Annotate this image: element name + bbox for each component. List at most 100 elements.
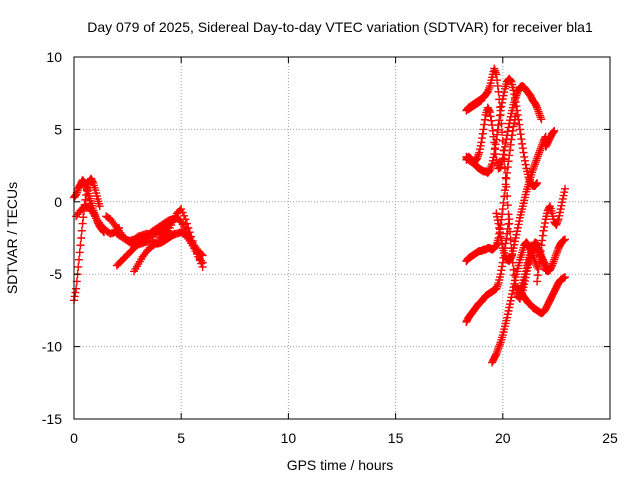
data-point (533, 262, 542, 271)
data-point (178, 208, 187, 217)
data-point (81, 195, 90, 204)
data-point (505, 119, 514, 128)
data-point (520, 156, 529, 165)
data-point (477, 138, 486, 147)
series-arc9 (462, 215, 514, 326)
y-tick-label: 0 (54, 194, 62, 210)
data-point (493, 216, 502, 225)
data-point (535, 146, 544, 155)
data-point (77, 234, 86, 242)
data-point (533, 239, 542, 248)
data-point (88, 177, 97, 186)
data-point (492, 349, 501, 358)
data-point (507, 293, 516, 302)
data-point (510, 94, 519, 103)
data-point (510, 276, 519, 285)
data-point (532, 156, 541, 165)
data-point (493, 347, 502, 356)
data-point (509, 244, 518, 253)
data-point (498, 154, 507, 163)
data-point (493, 130, 502, 139)
x-tick-labels: 0 5 10 15 20 25 (70, 430, 618, 446)
y-axis-label: SDTVAR / TECUs (4, 182, 20, 294)
data-point (496, 232, 505, 241)
data-point (530, 160, 539, 169)
data-point (537, 241, 546, 250)
data-point (527, 246, 536, 255)
data-point (492, 284, 501, 293)
data-point (535, 111, 544, 120)
data-point (478, 134, 487, 143)
data-point (197, 256, 206, 265)
data-point (513, 223, 522, 232)
data-point (487, 116, 496, 125)
data-point (489, 153, 498, 162)
data-point (487, 162, 496, 171)
data-point (486, 164, 495, 173)
data-point (555, 211, 564, 220)
data-point (509, 265, 518, 274)
data-point (498, 205, 507, 214)
data-point (538, 231, 547, 240)
data-point (180, 211, 189, 220)
data-point (493, 282, 502, 291)
data-point (502, 234, 511, 243)
data-point (488, 126, 497, 135)
data-point (503, 310, 512, 319)
data-point (500, 146, 509, 155)
data-point (560, 188, 569, 197)
data-point (509, 122, 518, 131)
data-point (493, 125, 502, 134)
data-point (534, 150, 543, 159)
data-point (510, 279, 519, 288)
series-arc7 (130, 228, 207, 276)
data-point (474, 150, 483, 159)
data-point (162, 228, 171, 237)
data-point (512, 102, 521, 111)
data-point (82, 182, 91, 191)
data-point (548, 259, 557, 268)
data-point (533, 103, 542, 112)
data-point (74, 262, 83, 271)
x-tick-label: 25 (602, 430, 618, 446)
data-point (490, 243, 499, 252)
data-point (503, 201, 512, 210)
data-point (514, 115, 523, 124)
data-point (503, 313, 512, 322)
series-arc11 (488, 238, 542, 367)
data-point (538, 236, 547, 245)
data-point (512, 230, 521, 239)
y-tick-label: -5 (50, 266, 63, 282)
data-point (551, 251, 560, 260)
x-tick-label: 10 (281, 430, 297, 446)
data-point (500, 186, 509, 195)
data-point (185, 228, 194, 237)
data-point (79, 213, 88, 222)
data-point (532, 179, 541, 188)
data-point (553, 246, 562, 255)
data-point (484, 85, 493, 94)
data-point (488, 156, 497, 165)
data-point (497, 236, 506, 245)
data-point (485, 106, 494, 115)
data-point (505, 75, 514, 84)
data-point (559, 191, 568, 200)
data-point (533, 178, 542, 187)
data-point (477, 96, 486, 105)
data-point (540, 261, 549, 270)
data-point (536, 144, 545, 153)
data-point (71, 288, 80, 297)
x-tick-label: 0 (70, 430, 78, 446)
data-point (550, 255, 559, 264)
data-point (491, 351, 500, 360)
data-point (486, 112, 495, 121)
data-point (506, 140, 515, 149)
data-point (548, 261, 557, 270)
data-point (511, 234, 520, 242)
data-point (519, 148, 528, 157)
data-point (501, 138, 510, 147)
data-point (479, 125, 488, 134)
x-tick-label: 15 (388, 430, 404, 446)
data-point (77, 226, 86, 235)
data-point (191, 245, 200, 254)
